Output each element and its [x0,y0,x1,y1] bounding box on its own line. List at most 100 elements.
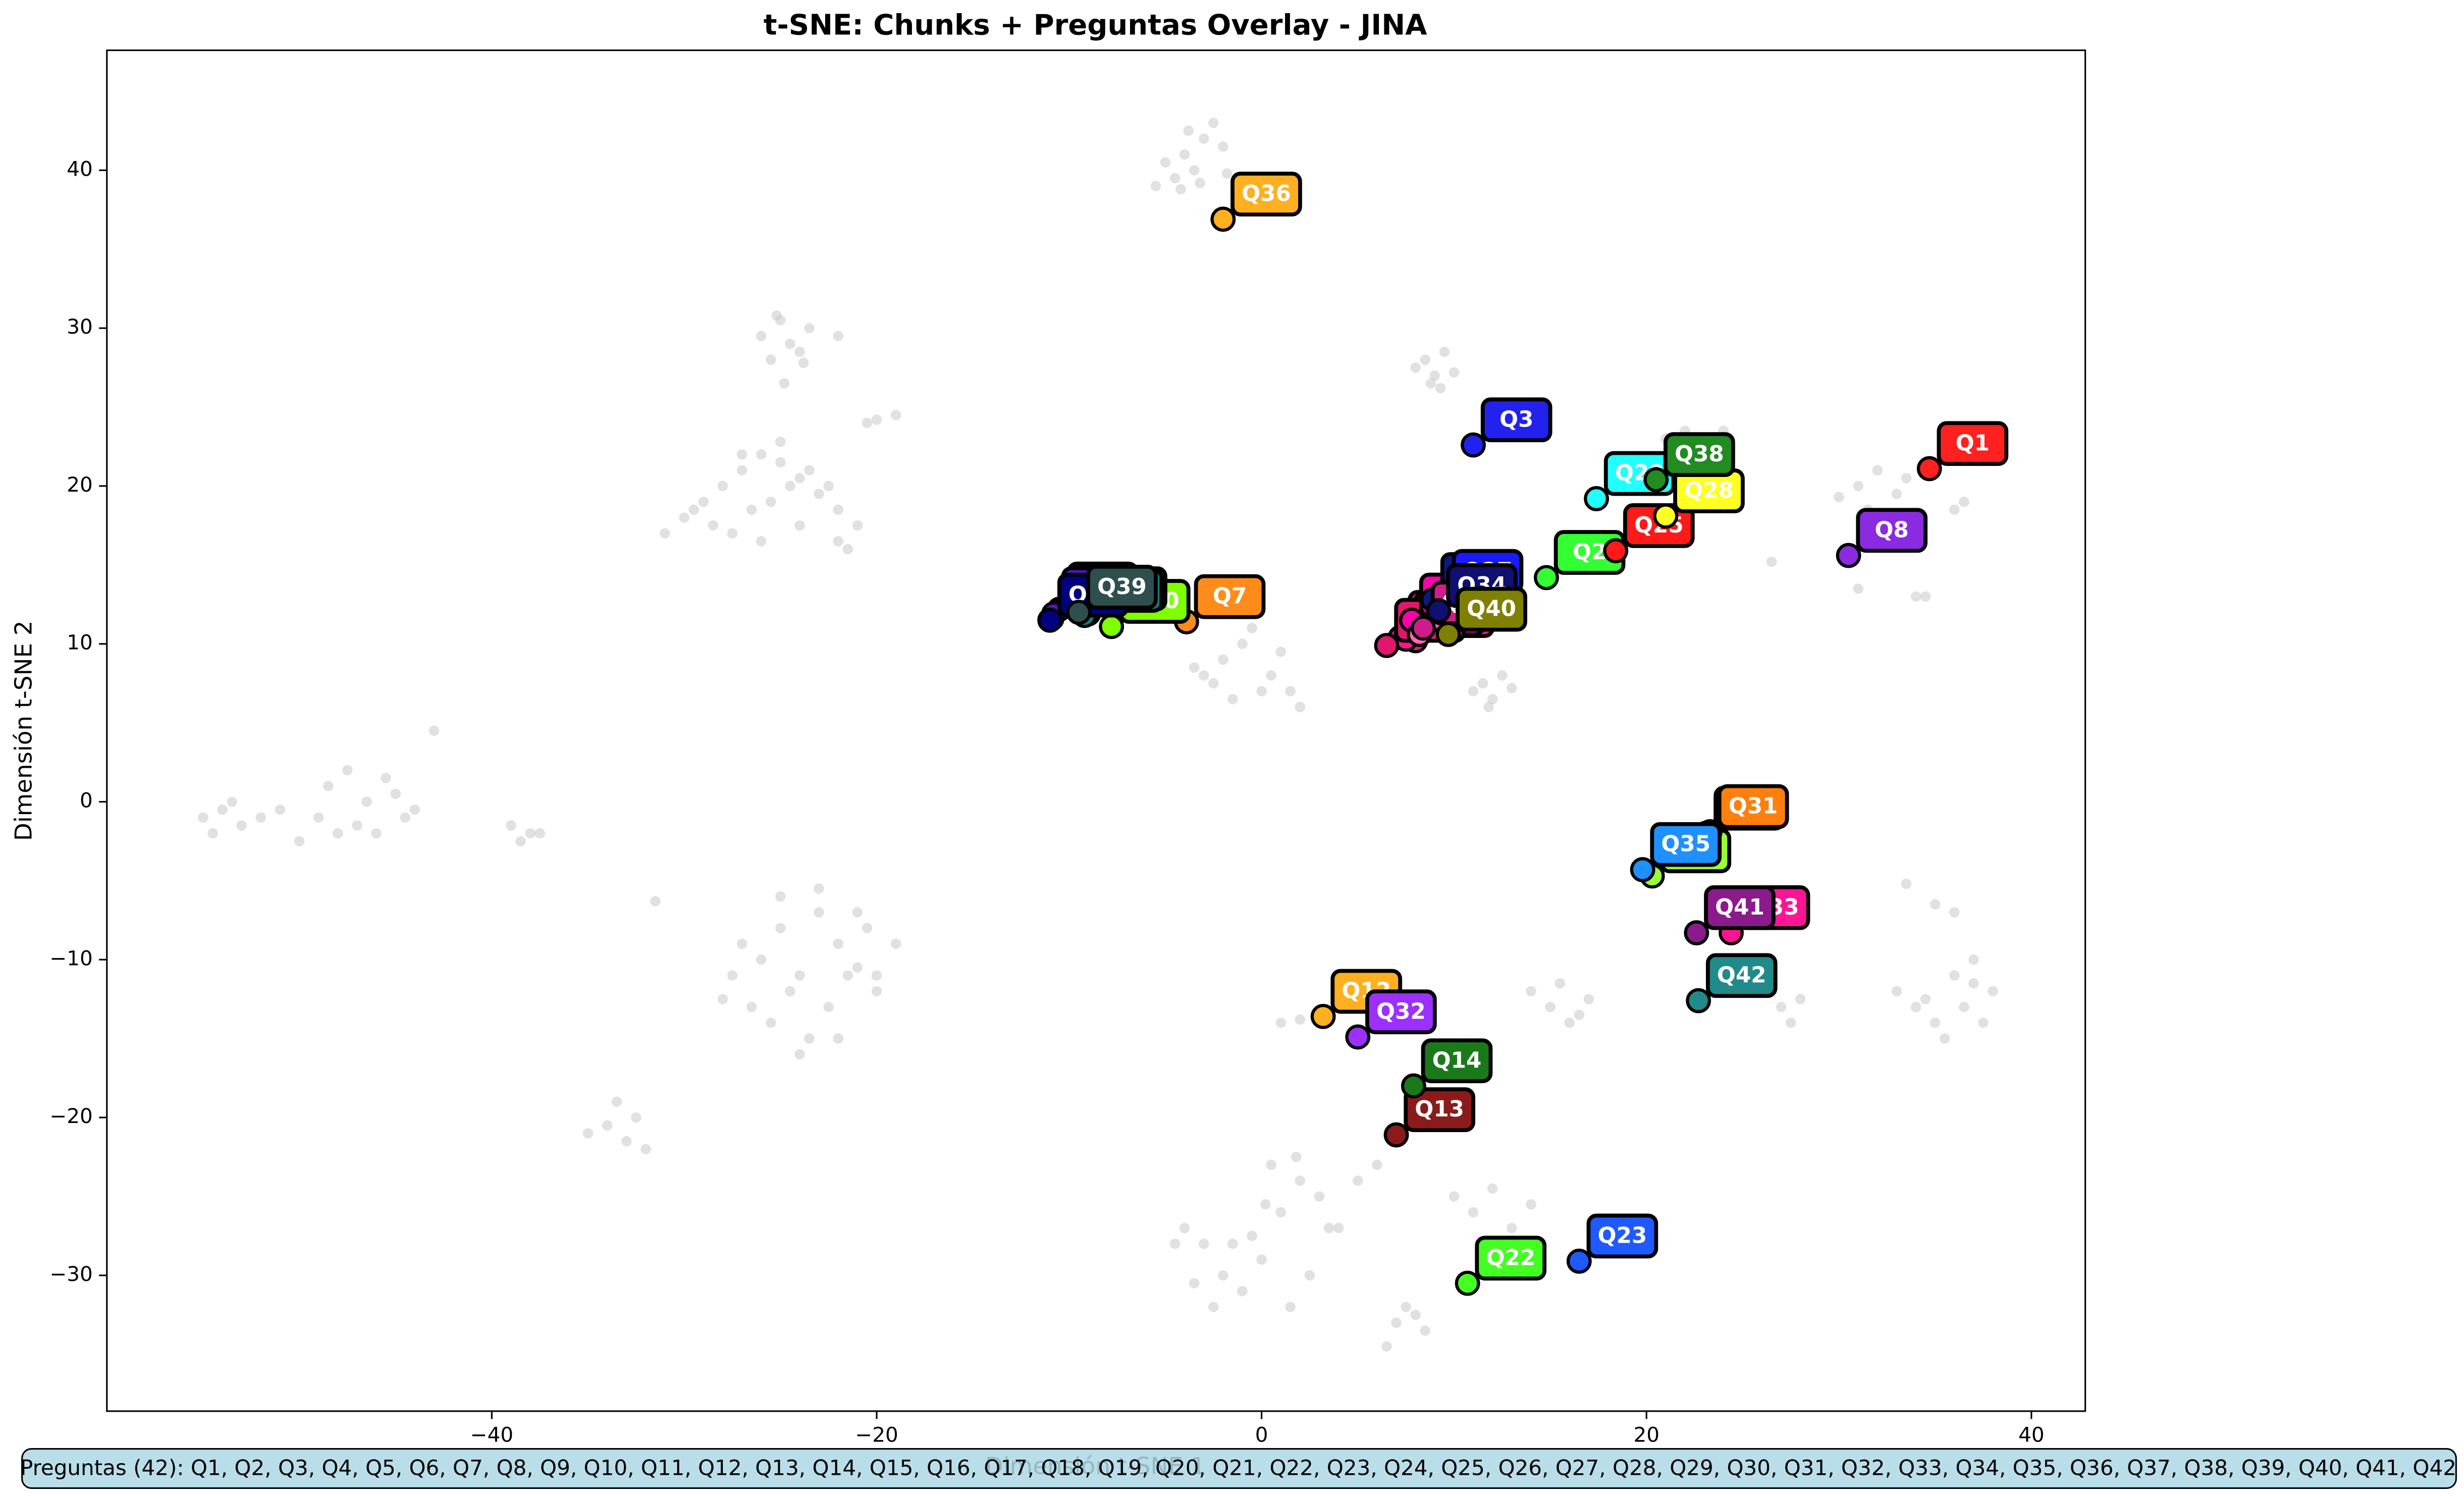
question-point [1383,1122,1409,1148]
chunk-point [650,896,661,906]
chunk-point [1208,118,1219,128]
chunk-point [1507,1222,1517,1234]
chunk-point [1968,954,1979,965]
chunk-point [371,828,382,839]
chunk-point [1910,1001,1921,1012]
chunk-point [756,331,767,342]
question-label: Q22 [1486,1245,1535,1270]
chunk-point [227,796,237,807]
chunk-point [862,417,873,429]
chunk-point [1169,173,1181,184]
chunk-point [736,938,747,949]
chunk-point [313,812,324,823]
y-tick-label: 30 [67,314,93,339]
chunk-point [1295,1175,1306,1186]
chunk-point [794,520,805,531]
question-label-box [1717,784,1789,829]
chunk-point [852,520,863,531]
chunk-point [534,828,545,839]
chunk-point [207,828,218,839]
chunk-point [611,1096,622,1107]
chunk-point [1920,591,1931,602]
chunk-point [1237,1286,1248,1297]
chunk-point [1420,1325,1430,1336]
chunk-point [1179,149,1190,160]
question-label: Q42 [1717,963,1766,988]
chunk-point [217,804,228,815]
x-tick-label: 20 [1633,1423,1659,1447]
chunk-point [1435,383,1446,394]
chunk-point [1468,686,1479,697]
chunk-point [794,346,805,357]
chunk-point [1256,686,1267,697]
chunk-point [602,1120,613,1131]
chunk-point [1285,1302,1296,1312]
chunk-point [1555,978,1565,989]
chunk-point [833,536,844,547]
chunk-point [1766,556,1777,567]
question-label: Q2 [1573,540,1606,565]
chunk-point [871,986,882,997]
chunk-point [833,938,844,949]
question-label: Q36 [1242,181,1291,206]
x-tick-label: 40 [2018,1423,2045,1447]
question-point [1310,1003,1336,1029]
chunk-point [1208,678,1219,689]
chunk-point [198,812,208,823]
chunk-point [1420,354,1430,365]
chunk-point [1425,378,1436,389]
question-point [1374,632,1400,658]
chunk-point [890,409,901,420]
chunk-point [679,512,689,523]
chunk-point [756,954,767,965]
question-point [1836,543,1861,568]
chunk-point [1189,165,1200,176]
chunk-point [756,449,767,460]
chunk-point [717,480,728,492]
chunk-point [294,836,305,846]
chunk-point [871,970,882,981]
chunk-point [1260,1199,1271,1210]
chunk-point [1853,480,1863,492]
question-label-box [1704,885,1776,930]
chunk-point [1776,1001,1787,1012]
chunk-point [708,520,719,531]
chunk-point [1372,1159,1382,1170]
chunk-point [1150,181,1161,191]
question-point [1345,1024,1371,1050]
chunk-point [814,883,824,894]
question-point [1603,538,1629,564]
question-label-box [1365,989,1437,1035]
chunk-point [775,437,786,447]
question-label: Q13 [1415,1097,1464,1122]
chunk-point [381,773,391,783]
question-point [1643,467,1669,493]
chunk-point [1410,1309,1421,1320]
question-point [1686,988,1711,1013]
chunk-point [1795,994,1806,1004]
chunk-point [1891,489,1902,499]
chunk-point [794,473,805,484]
chunk-point [1930,899,1941,910]
chunk-point [660,528,670,539]
chunk-point [794,970,805,981]
chunk-point [1247,623,1257,633]
chunk-point [1227,693,1238,705]
chunk-point [852,907,863,918]
question-point [1455,1270,1480,1296]
chunk-point [727,528,738,539]
chunk-point [390,788,401,799]
chunk-point [804,465,815,475]
chunk-point [1189,1278,1200,1289]
question-label: Q38 [1675,442,1724,467]
chunk-point [688,504,700,515]
question-label: Q39 [1097,574,1147,600]
chunk-point [823,480,834,492]
chunk-point [1401,1302,1411,1312]
chunk-point [525,828,535,839]
chunk-point [1285,686,1296,697]
question-label-box [1586,1213,1658,1259]
question-point [1653,503,1679,529]
y-tick-label: −20 [49,1104,92,1128]
